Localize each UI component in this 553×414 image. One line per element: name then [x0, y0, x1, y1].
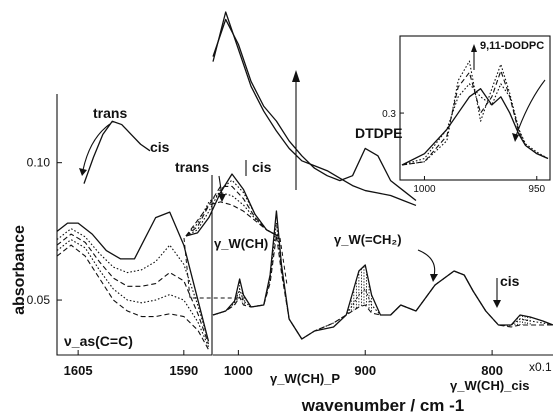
cis-label-main: cis: [252, 159, 272, 175]
trans-arrow: [82, 123, 111, 171]
ch2-arrowhead: [430, 274, 438, 282]
ch2-arrow: [417, 249, 436, 277]
y-axis-label: absorbance: [11, 225, 28, 315]
cis-inset-line: [83, 120, 151, 184]
panel-cc-ticks: 1605 1590 0.05 0.10: [27, 156, 199, 378]
inset-dodpc-title: 9,11-DODPC: [480, 40, 544, 52]
inset-series-line: [401, 88, 549, 166]
dtdpe-line: [212, 11, 417, 207]
magnified-band-inset: [185, 173, 279, 237]
panel-cc-frame: [56, 94, 213, 356]
x-tick-label: 1000: [224, 363, 253, 378]
gamma-w-ch-p-label: γ_W(CH)_P: [270, 371, 340, 386]
panel-cc-stretch: 1605 1590 0.05 0.10 trans cis ν_as(C=C) abs…: [11, 94, 213, 378]
inset-series-line: [401, 60, 549, 166]
difference-hatching: [234, 266, 531, 327]
inset-dodpc-frame: [399, 35, 551, 181]
dtdpe-curves: [212, 11, 417, 207]
x-axis-label: wavenumber / cm -1: [301, 396, 465, 414]
x-tick-label: 900: [354, 363, 376, 378]
inset-dodpc-curves: [401, 60, 549, 166]
gamma-w-ch2-label: γ_W(=CH₂): [334, 232, 402, 247]
trans-label: trans: [93, 105, 127, 121]
main-series-line: [212, 234, 553, 340]
inset-series-line: [401, 70, 549, 166]
trans-arrow-main: [218, 175, 223, 197]
inset-x-tick-label: 950: [528, 184, 545, 195]
inset-dodpc-ticks: 1000 950 0.3: [382, 109, 545, 195]
cis-inset-curve: [83, 120, 151, 184]
dtdpe-link-arrowhead: [292, 70, 300, 82]
gamma-w-ch-cis-label: γ_W(CH)_cis: [450, 378, 529, 393]
dtdpe-label: DTDPE: [355, 125, 402, 141]
cis-marker-arrowhead: [493, 300, 501, 308]
y-tick-label: 0.05: [27, 293, 51, 307]
cc-series-line: [56, 211, 210, 342]
cis-label: cis: [150, 139, 170, 155]
trans-label-main: trans: [175, 159, 209, 175]
inset-up-arrowhead: [471, 44, 477, 52]
cc-series-line: [56, 239, 209, 347]
trans-arrowhead-main: [218, 194, 226, 202]
inset-guide-right: [279, 237, 288, 286]
cis-label-right: cis: [500, 273, 520, 289]
cc-series-line: [56, 228, 210, 342]
inset-pointer-arrowhead: [512, 133, 519, 142]
magnified-band-line: [185, 185, 279, 237]
inset-series-line: [401, 83, 549, 166]
dtdpe-line: [212, 18, 417, 201]
cc-series-line: [56, 233, 209, 345]
panel-main-ticks: 1000 900 800: [224, 350, 503, 378]
x-tick-label: 1590: [169, 363, 198, 378]
panel-main: 1000 900 800 trans cis DTDPE γ_W(CH) γ_W(=…: [175, 11, 553, 414]
y-tick-label: 0.10: [27, 156, 51, 170]
inset-dodpc: 1000 950 0.3 9,11-DODPC: [382, 35, 551, 195]
nu-as-label: ν_as(C=C): [64, 333, 133, 349]
magnified-band-line: [185, 173, 279, 237]
panel-main-curves: [212, 210, 553, 340]
scale-factor-label: x0.1: [529, 360, 552, 374]
gamma-w-ch-label: γ_W(CH): [214, 236, 268, 251]
panel-cc-curves: [56, 211, 210, 350]
trans-arrowhead: [79, 168, 87, 176]
inset-pointer-arrow: [515, 79, 546, 137]
x-tick-label: 1605: [64, 363, 93, 378]
magnified-band-line: [185, 201, 279, 237]
inset-y-tick-label: 0.3: [382, 109, 396, 120]
cc-series-line: [56, 244, 209, 350]
inset-x-tick-label: 1000: [413, 184, 436, 195]
x-tick-label: 800: [481, 363, 503, 378]
